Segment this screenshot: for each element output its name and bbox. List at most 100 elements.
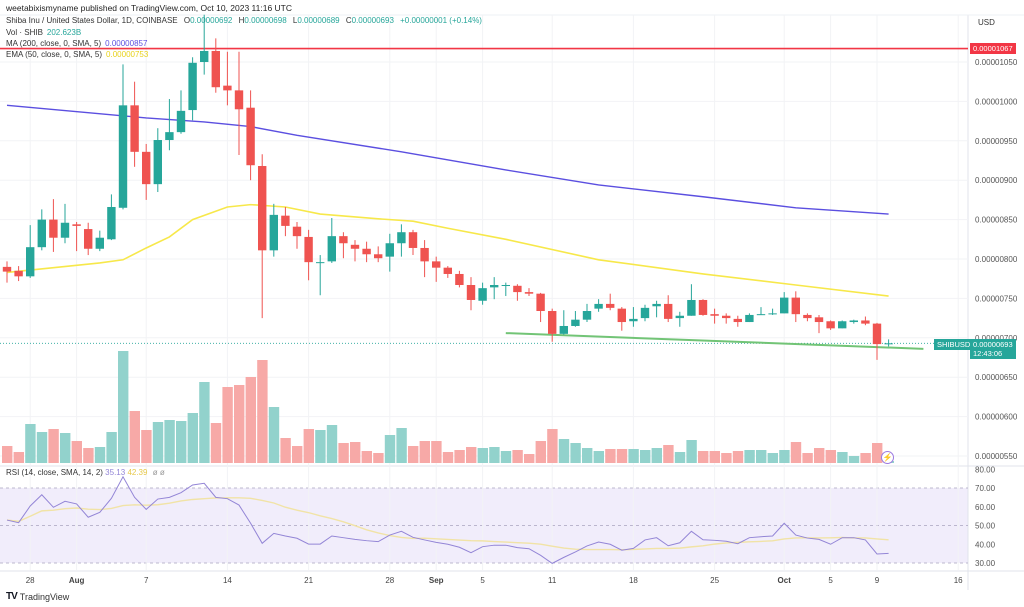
publish-info: weetabixismyname published on TradingVie… (6, 3, 293, 13)
candle-body (374, 254, 383, 259)
candle-body (768, 313, 777, 315)
price-tick-label: 0.00000550 (975, 452, 1018, 461)
volume-bar (199, 382, 210, 463)
candle-body (72, 224, 81, 226)
volume-bar (570, 443, 581, 463)
volume-bar (744, 450, 755, 463)
tradingview-logo: TV (6, 591, 18, 602)
rsi-tick-label: 60.00 (975, 503, 996, 512)
candle-body (49, 219, 58, 238)
volume-bar (408, 446, 419, 463)
candle-body (432, 261, 441, 268)
candle-body (838, 321, 847, 329)
footer: TV TradingView (6, 591, 69, 602)
candle-body (362, 248, 371, 255)
ma200-legend[interactable]: MA (200, close, 0, SMA, 5) 0.00000857 (6, 39, 147, 48)
time-tick-label: 28 (385, 576, 394, 585)
volume-bar (814, 448, 825, 463)
candle-body (84, 229, 93, 249)
time-tick-label: Sep (429, 576, 444, 585)
candle-body (234, 90, 244, 110)
last-price-tag: 0.00000693 12:43:06 (970, 339, 1016, 359)
last-price: 0.00000693 (973, 340, 1013, 349)
symbol-title: Shiba Inu / United States Dollar, 1D, CO… (6, 16, 178, 25)
rsi-tick-label: 70.00 (975, 484, 996, 493)
volume-bar (477, 448, 488, 463)
volume-bar (129, 411, 140, 463)
volume-bar (350, 442, 361, 463)
candle-body (582, 311, 592, 320)
candle-body (443, 267, 452, 274)
volume-value: 202.623B (46, 28, 82, 37)
volume-bar (222, 387, 233, 463)
candle-body (814, 317, 824, 323)
volume-bar (36, 432, 48, 463)
volume-bar (25, 424, 36, 463)
candle-body (188, 62, 197, 111)
volume-bar (500, 451, 512, 463)
candle-body (246, 107, 255, 166)
candle-body (594, 303, 603, 309)
high-label: H (238, 16, 245, 25)
hidden-indicator-icon[interactable]: ø ø (152, 468, 165, 477)
volume-bar (106, 432, 117, 463)
change-value: +0.00000001 (+0.14%) (400, 16, 482, 25)
volume-bar (582, 448, 593, 463)
time-tick-label: 25 (710, 576, 719, 585)
volume-bar (779, 450, 790, 463)
time-tick-label: 28 (26, 576, 35, 585)
currency-label[interactable]: USD (978, 18, 995, 27)
volume-bar (640, 450, 651, 463)
candle-body (629, 318, 638, 322)
volume-bar (628, 449, 639, 463)
lightning-icon[interactable]: ⚡ (881, 451, 894, 464)
volume-bar (315, 430, 326, 463)
candle-body (640, 307, 650, 319)
candle-body (826, 321, 835, 329)
volume-bar (709, 451, 720, 463)
ema-label: EMA (50, close, 0, SMA, 5) (6, 50, 103, 59)
volume-legend[interactable]: Vol · SHIB 202.623B (6, 28, 81, 37)
volume-bar (384, 435, 396, 463)
volume-bar (187, 413, 198, 463)
candle-body (548, 311, 557, 334)
candle-body (211, 50, 220, 88)
volume-bar (802, 453, 813, 463)
volume-bar (872, 443, 883, 463)
candle-body (791, 297, 800, 315)
candle-body (513, 285, 522, 293)
volume-bar (651, 448, 662, 463)
volume-bar (373, 453, 384, 463)
candle-body (687, 299, 696, 316)
price-tick-label: 0.00000750 (975, 294, 1018, 303)
ma-label: MA (200, close, 0, SMA, 5) (6, 39, 102, 48)
brand-name: TradingView (19, 591, 70, 602)
candle-body (420, 247, 429, 262)
volume-bar (245, 377, 256, 463)
rsi-legend[interactable]: RSI (14, close, SMA, 14, 2) 35.13 42.39 … (6, 468, 165, 477)
time-tick-label: 5 (828, 576, 833, 585)
volume-bar (686, 440, 697, 463)
volume-bar (431, 441, 442, 463)
volume-bar (698, 451, 709, 463)
volume-bar (790, 442, 802, 463)
volume-bar (48, 429, 59, 463)
rsi-tick-label: 30.00 (975, 559, 996, 568)
candle-body (478, 288, 487, 301)
time-tick-label: 7 (144, 576, 149, 585)
ema50-legend[interactable]: EMA (50, close, 0, SMA, 5) 0.00000753 (6, 50, 148, 59)
candle-body (281, 215, 290, 226)
time-tick-label: Oct (778, 576, 792, 585)
candle-body (339, 236, 348, 244)
volume-bar (361, 451, 372, 463)
price-tick-label: 0.00000950 (975, 137, 1018, 146)
ema-value: 0.00000753 (106, 50, 149, 59)
candle-body (722, 315, 731, 319)
candle-body (408, 232, 418, 248)
candle-body (304, 236, 313, 263)
candle-body (176, 110, 186, 133)
candle-body (501, 285, 510, 287)
candle-body (571, 319, 580, 326)
candle-body (153, 140, 162, 185)
